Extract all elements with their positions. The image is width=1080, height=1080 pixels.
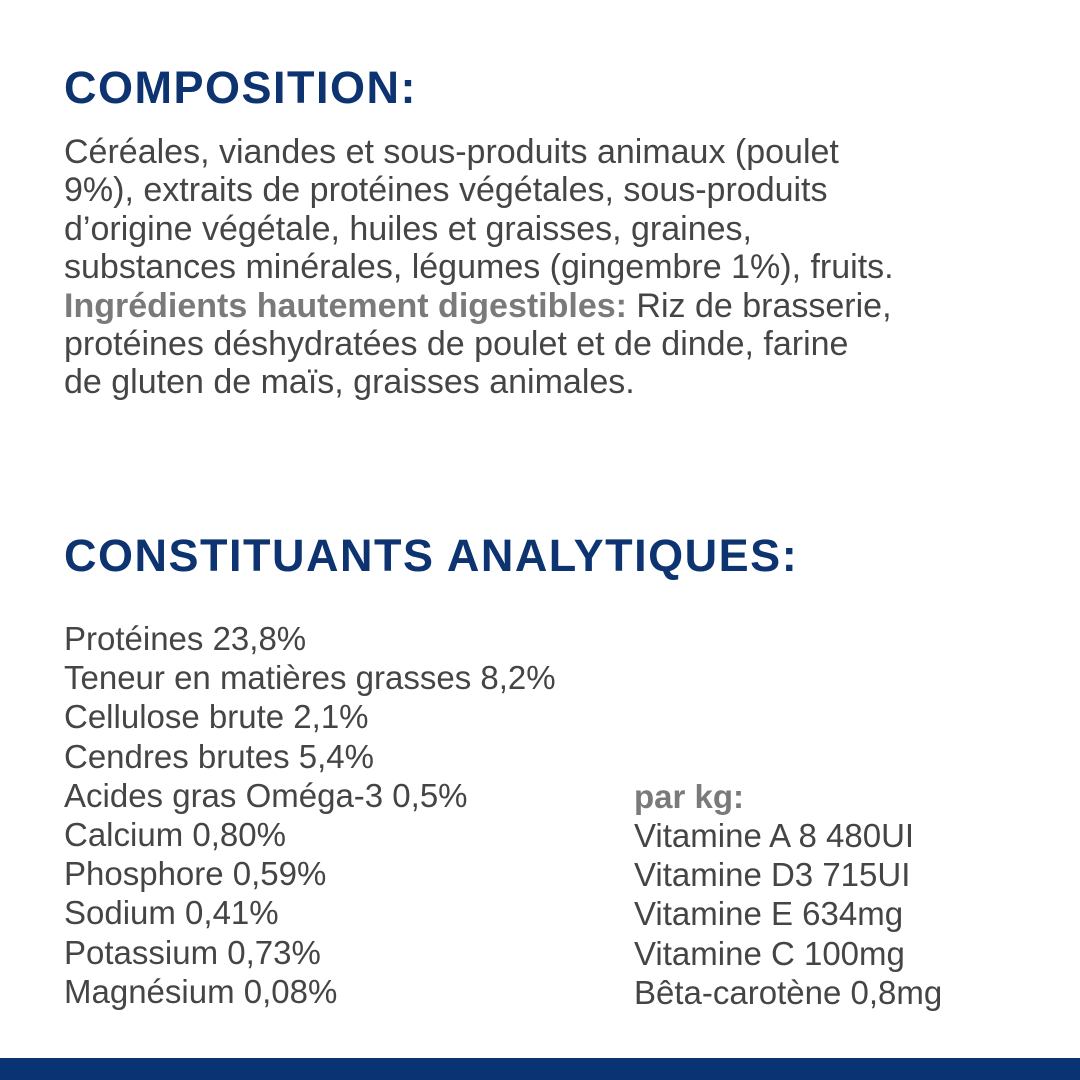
analytical-list: Protéines 23,8% Teneur en matières grass… <box>64 619 556 1011</box>
list-item: Vitamine A 8 480UI <box>634 817 915 854</box>
list-item: Cellulose brute 2,1% <box>64 698 369 736</box>
list-item: Magnésium 0,08% <box>64 972 338 1010</box>
composition-line: substances minérales, légumes (gingembre… <box>64 248 894 287</box>
digestible-line: protéines déshydratées de poulet et de d… <box>64 325 849 364</box>
composition-line: d’origine végétale, huiles et graisses, … <box>64 209 752 248</box>
list-item: Protéines 23,8% <box>64 620 307 657</box>
list-item: Vitamine E 634mg <box>634 895 904 933</box>
list-item: Vitamine D3 715UI <box>634 856 911 894</box>
digestible-line: de gluten de maïs, graisses animales. <box>64 363 635 402</box>
digestible-label: Ingrédients hautement digestibles: <box>64 286 627 325</box>
list-item: Vitamine C 100mg <box>634 934 905 972</box>
list-item: Acides gras Oméga-3 0,5% <box>64 776 468 814</box>
per-kg-list: par kg: Vitamine A 8 480UI Vitamine D3 7… <box>634 777 942 1012</box>
list-item: Teneur en matières grasses 8,2% <box>64 659 556 697</box>
composition-heading: COMPOSITION: <box>64 62 417 113</box>
footer-bar <box>0 1058 1080 1080</box>
list-item: Sodium 0,41% <box>64 894 279 932</box>
list-item: Phosphore 0,59% <box>64 855 327 893</box>
list-item: Bêta-carotène 0,8mg <box>634 973 943 1011</box>
composition-line: Céréales, viandes et sous-produits anima… <box>64 133 839 171</box>
composition-line: 9%), extraits de protéines végétales, so… <box>64 171 828 210</box>
list-item: Calcium 0,80% <box>64 816 286 854</box>
composition-text: Céréales, viandes et sous-produits anima… <box>64 133 894 402</box>
analytical-heading: CONSTITUANTS ANALYTIQUES: <box>64 530 799 581</box>
list-item: Potassium 0,73% <box>64 933 321 971</box>
digestible-line: Ingrédients hautement digestibles: Riz d… <box>64 287 894 325</box>
list-item: Cendres brutes 5,4% <box>64 737 375 775</box>
per-kg-label: par kg: <box>634 777 745 815</box>
digestible-text: Riz de brasserie, <box>626 286 892 325</box>
